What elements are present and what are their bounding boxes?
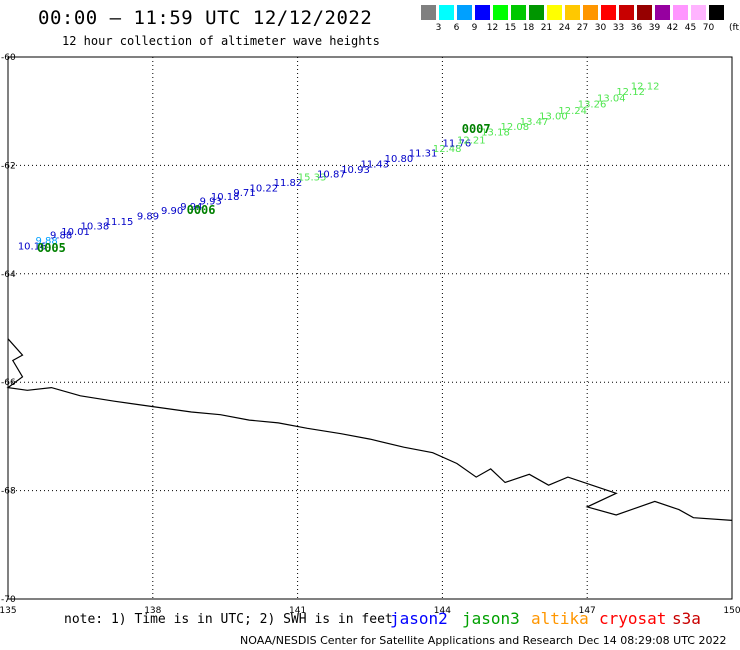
latitude-label: -60: [1, 53, 16, 63]
scale-label: 18: [522, 23, 535, 33]
longitude-label: 135: [0, 606, 17, 616]
satellite-s3a: s3a: [672, 609, 701, 628]
coastline: [6, 338, 733, 521]
scale-swatch: [475, 5, 490, 20]
scale-swatch: [691, 5, 706, 20]
longitude-label: 147: [579, 606, 596, 616]
scale-swatch: [457, 5, 472, 20]
scale-swatch: [547, 5, 562, 20]
wave-height-label: 13.26: [578, 99, 607, 110]
wave-height-label: 9.89: [137, 212, 159, 223]
wave-height-label: 9.88: [35, 236, 57, 247]
scale-swatch: [637, 5, 652, 20]
wave-height-label: 11.76: [443, 138, 472, 149]
scale-unit: (ft): [729, 23, 740, 33]
satellite-jason3: jason3: [462, 609, 520, 628]
wave-height-label: 13.47: [520, 117, 549, 128]
graticule: [8, 57, 732, 599]
wave-height-label: 10.87: [317, 169, 346, 180]
scale-swatch: [655, 5, 670, 20]
longitude-label: 150: [723, 606, 740, 616]
longitude-label: 141: [289, 606, 306, 616]
wave-height-label: 10.80: [385, 154, 414, 165]
wave-height-label: 13.04: [597, 93, 626, 104]
wave-height-label: 15.33: [298, 173, 327, 184]
wave-height-label: 11.43: [361, 160, 390, 171]
scale-label: 15: [504, 23, 517, 33]
wave-height-label: 12.48: [433, 144, 462, 155]
satellite-altika: altika: [531, 609, 589, 628]
scale-swatch: [421, 5, 436, 20]
scale-label: 70: [702, 23, 715, 33]
wave-height-label: 12.12: [616, 87, 645, 98]
wave-height-label: 12.21: [457, 136, 486, 147]
scale-label: 33: [612, 23, 625, 33]
longitude-label: 144: [434, 606, 451, 616]
wave-height-label: 12.12: [631, 82, 660, 93]
wave-height-label: 10.38: [81, 221, 110, 232]
wave-height-label: 9.93: [200, 196, 222, 207]
scale-swatch: [493, 5, 508, 20]
wave-height-label: 11.82: [274, 178, 303, 189]
footer-note: note: 1) Time is in UTC; 2) SWH is in fe…: [64, 612, 393, 627]
wave-height-label: 10.22: [249, 183, 278, 194]
axis-labels: 135 138 141 144 147 150 -60 -62 -64 -66 -68 -70: [0, 53, 740, 616]
credit-line: NOAA/NESDIS Center for Satellite Applica…: [240, 634, 574, 647]
wave-height-label: 11.15: [105, 217, 134, 228]
scale-label: 3: [435, 23, 442, 33]
scale-swatch: [439, 5, 454, 20]
wave-height-label: 13.18: [481, 128, 510, 139]
wave-height-label: 9.71: [233, 188, 255, 199]
wave-height-label: 11.31: [409, 149, 438, 160]
scale-label: 36: [630, 23, 643, 33]
wave-height-label: 12.08: [500, 122, 529, 133]
scale-label: 6: [453, 23, 460, 33]
scale-swatch: [583, 5, 598, 20]
map-frame: [7, 56, 733, 600]
scale-label: 30: [594, 23, 607, 33]
satellite-jason2: jason2: [390, 609, 448, 628]
antarctic-coastline: [6, 338, 733, 521]
wave-height-label: 10.16: [18, 241, 47, 252]
satellite-cryosat: cryosat: [599, 609, 667, 628]
scale-label: 45: [684, 23, 697, 33]
scale-swatch: [673, 5, 688, 20]
scale-label: 12: [486, 23, 499, 33]
pass-time-label: 0005: [37, 241, 66, 255]
scale-swatch: [511, 5, 526, 20]
scale-label: 21: [540, 23, 553, 33]
wave-height-label: 10.01: [61, 227, 90, 238]
wave-height-label: 9.88: [50, 231, 72, 242]
map-title: 00:00 – 11:59 UTC 12/12/2022: [38, 7, 373, 29]
map-subtitle: 12 hour collection of altimeter wave hei…: [62, 34, 380, 48]
wave-height-label: 13.00: [539, 111, 568, 122]
scale-swatch: [601, 5, 616, 20]
pass-time-label: 0007: [462, 122, 491, 136]
scale-label: 27: [576, 23, 589, 33]
generation-time: Dec 14 08:29:08 UTC 2022: [578, 634, 727, 647]
latitude-label: -70: [1, 595, 16, 605]
wave-height-label: 12.24: [558, 106, 587, 117]
pass-time-label: 0006: [187, 203, 216, 217]
scale-label: 39: [648, 23, 661, 33]
scale-label: 42: [666, 23, 679, 33]
wave-height-label: 10.93: [341, 165, 370, 176]
wave-height-label: 9.90: [161, 206, 183, 217]
latitude-label: -64: [1, 270, 16, 280]
scale-label: 24: [558, 23, 571, 33]
scale-swatch: [529, 5, 544, 20]
wave-height-label: 10.18: [211, 192, 240, 203]
latitude-label: -66: [1, 378, 16, 388]
scale-swatch: [709, 5, 724, 20]
latitude-label: -62: [1, 161, 16, 171]
latitude-label: -68: [1, 487, 16, 497]
wave-height-label: 9.94: [180, 202, 202, 213]
scale-label: 9: [471, 23, 478, 33]
scale-swatch: [565, 5, 580, 20]
longitude-label: 138: [144, 606, 161, 616]
scale-swatch: [619, 5, 634, 20]
